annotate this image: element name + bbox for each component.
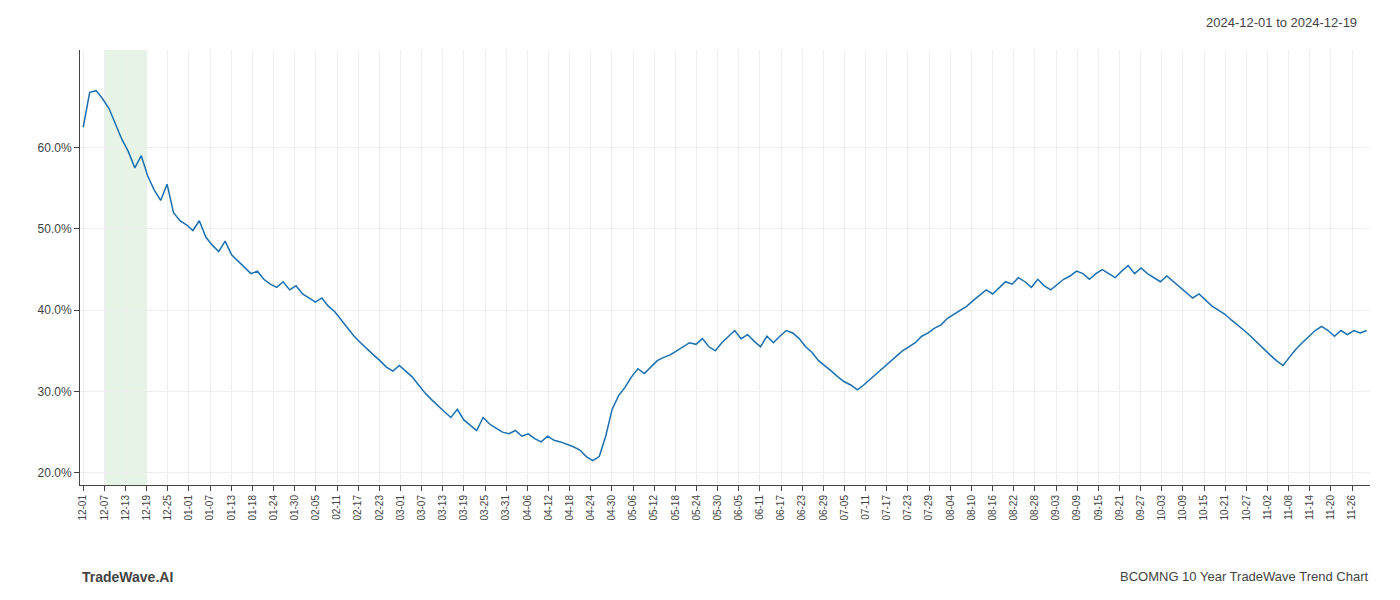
svg-text:04-12: 04-12 bbox=[543, 495, 554, 521]
svg-text:01-18: 01-18 bbox=[247, 495, 258, 521]
svg-text:09-15: 09-15 bbox=[1093, 495, 1104, 521]
svg-text:12-07: 12-07 bbox=[99, 495, 110, 521]
svg-text:02-23: 02-23 bbox=[374, 495, 385, 521]
svg-text:03-31: 03-31 bbox=[500, 495, 511, 521]
svg-text:04-06: 04-06 bbox=[522, 495, 533, 521]
svg-text:08-22: 08-22 bbox=[1008, 495, 1019, 521]
svg-text:02-17: 02-17 bbox=[352, 495, 363, 521]
svg-text:11-02: 11-02 bbox=[1262, 495, 1273, 520]
svg-text:11-20: 11-20 bbox=[1325, 495, 1336, 520]
svg-text:05-18: 05-18 bbox=[670, 495, 681, 521]
svg-text:60.0%: 60.0% bbox=[38, 141, 72, 155]
svg-text:01-24: 01-24 bbox=[268, 495, 279, 521]
svg-text:50.0%: 50.0% bbox=[38, 222, 72, 236]
svg-text:09-27: 09-27 bbox=[1135, 495, 1146, 521]
svg-text:07-17: 07-17 bbox=[881, 495, 892, 521]
svg-text:04-24: 04-24 bbox=[585, 495, 596, 521]
svg-text:2024-12-01 to 2024-12-19: 2024-12-01 to 2024-12-19 bbox=[1206, 15, 1357, 30]
svg-text:03-19: 03-19 bbox=[458, 495, 469, 521]
svg-text:03-01: 03-01 bbox=[395, 495, 406, 521]
svg-text:05-12: 05-12 bbox=[648, 495, 659, 521]
svg-text:06-29: 06-29 bbox=[818, 495, 829, 521]
svg-text:03-07: 03-07 bbox=[416, 495, 427, 521]
svg-text:11-14: 11-14 bbox=[1304, 495, 1315, 520]
svg-text:06-17: 06-17 bbox=[775, 495, 786, 521]
svg-text:01-30: 01-30 bbox=[289, 495, 300, 521]
svg-text:04-30: 04-30 bbox=[606, 495, 617, 521]
svg-text:10-03: 10-03 bbox=[1156, 495, 1167, 521]
svg-text:10-27: 10-27 bbox=[1241, 495, 1252, 521]
svg-text:01-07: 01-07 bbox=[204, 495, 215, 521]
svg-text:04-18: 04-18 bbox=[564, 495, 575, 521]
svg-text:03-13: 03-13 bbox=[437, 495, 448, 521]
svg-text:09-09: 09-09 bbox=[1071, 495, 1082, 521]
svg-text:06-23: 06-23 bbox=[796, 495, 807, 521]
svg-text:10-09: 10-09 bbox=[1177, 495, 1188, 521]
svg-text:08-16: 08-16 bbox=[987, 495, 998, 521]
svg-text:TradeWave.AI: TradeWave.AI bbox=[82, 569, 173, 585]
svg-text:12-19: 12-19 bbox=[141, 495, 152, 521]
svg-text:11-08: 11-08 bbox=[1283, 495, 1294, 520]
svg-text:02-05: 02-05 bbox=[310, 495, 321, 521]
svg-text:01-13: 01-13 bbox=[226, 495, 237, 521]
svg-text:40.0%: 40.0% bbox=[38, 303, 72, 317]
svg-text:08-04: 08-04 bbox=[945, 495, 956, 521]
svg-text:01-01: 01-01 bbox=[183, 495, 194, 521]
svg-text:20.0%: 20.0% bbox=[38, 466, 72, 480]
svg-text:05-30: 05-30 bbox=[712, 495, 723, 521]
svg-text:08-10: 08-10 bbox=[966, 495, 977, 521]
svg-text:30.0%: 30.0% bbox=[38, 385, 72, 399]
svg-text:07-29: 07-29 bbox=[923, 495, 934, 521]
svg-text:10-21: 10-21 bbox=[1219, 495, 1230, 521]
svg-text:02-11: 02-11 bbox=[331, 495, 342, 520]
svg-text:12-01: 12-01 bbox=[77, 495, 88, 521]
svg-text:07-05: 07-05 bbox=[839, 495, 850, 521]
svg-text:12-13: 12-13 bbox=[120, 495, 131, 521]
svg-text:06-05: 06-05 bbox=[733, 495, 744, 521]
svg-text:03-25: 03-25 bbox=[479, 495, 490, 521]
svg-text:08-28: 08-28 bbox=[1029, 495, 1040, 521]
svg-text:BCOMNG 10 Year TradeWave Trend: BCOMNG 10 Year TradeWave Trend Chart bbox=[1120, 569, 1368, 584]
svg-text:12-25: 12-25 bbox=[162, 495, 173, 521]
svg-text:05-06: 05-06 bbox=[627, 495, 638, 521]
svg-text:10-15: 10-15 bbox=[1198, 495, 1209, 521]
svg-text:09-21: 09-21 bbox=[1114, 495, 1125, 521]
svg-text:11-26: 11-26 bbox=[1346, 495, 1357, 520]
svg-text:07-23: 07-23 bbox=[902, 495, 913, 521]
svg-text:05-24: 05-24 bbox=[691, 495, 702, 521]
svg-text:09-03: 09-03 bbox=[1050, 495, 1061, 521]
svg-text:06-11: 06-11 bbox=[754, 495, 765, 520]
svg-text:07-11: 07-11 bbox=[860, 495, 871, 520]
